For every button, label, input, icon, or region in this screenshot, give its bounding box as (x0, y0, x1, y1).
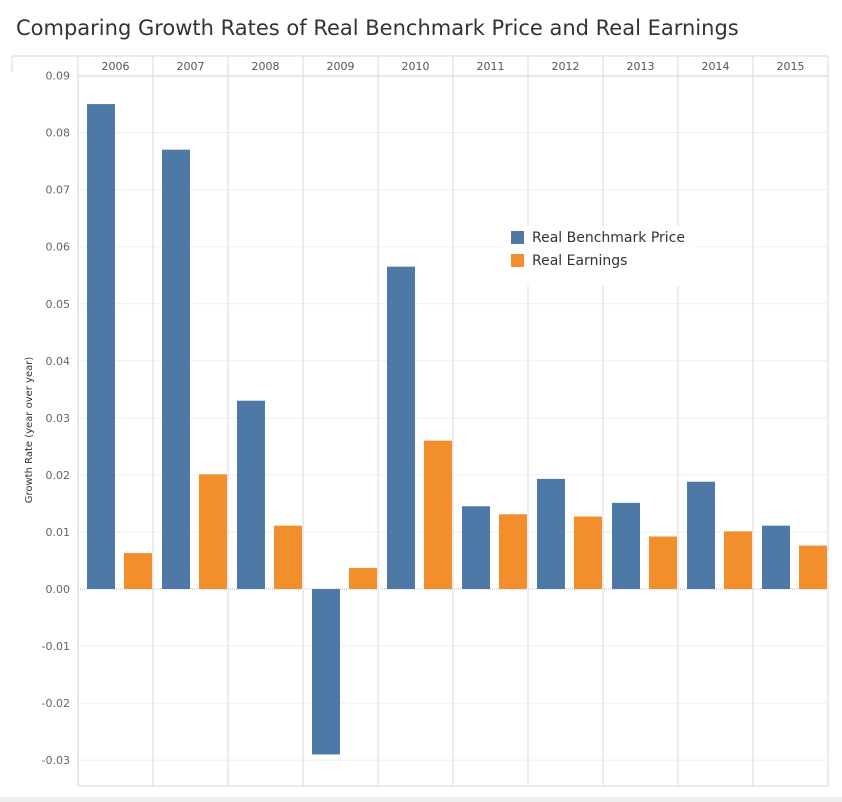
y-tick-label: 0.02 (46, 469, 71, 482)
y-axis-title: Growth Rate (year over year) (24, 357, 35, 504)
bar-real-earnings[interactable] (424, 440, 452, 589)
bar-benchmark-price[interactable] (162, 149, 190, 589)
bar-benchmark-price[interactable] (387, 266, 415, 589)
y-tick-label: 0.04 (46, 355, 71, 368)
bar-real-earnings[interactable] (499, 514, 527, 589)
year-label: 2008 (252, 60, 280, 73)
legend-label-earnings: Real Earnings (532, 252, 628, 269)
year-label: 2012 (552, 60, 580, 73)
bar-real-earnings[interactable] (799, 545, 827, 589)
bar-real-earnings[interactable] (274, 525, 302, 589)
bar-real-earnings[interactable] (124, 553, 152, 589)
bar-benchmark-price[interactable] (237, 400, 265, 589)
y-tick-label: 0.03 (46, 412, 71, 425)
bar-benchmark-price[interactable] (87, 104, 115, 589)
year-label: 2013 (627, 60, 655, 73)
legend-swatch-earnings (511, 254, 524, 267)
year-label: 2010 (402, 60, 430, 73)
year-header: 2006 2007 2008 2009 2010 2011 2012 2013 2014 2015 (11, 55, 828, 77)
year-label: 2007 (177, 60, 205, 73)
year-panel-dividers (77, 56, 829, 787)
y-tick-label: 0.06 (46, 241, 71, 254)
y-tick-label: -0.01 (42, 640, 70, 653)
y-tick-label: -0.03 (42, 754, 70, 767)
year-label: 2011 (477, 60, 505, 73)
bar-real-earnings[interactable] (649, 536, 677, 589)
bar-benchmark-price[interactable] (312, 589, 340, 755)
bar-real-earnings[interactable] (574, 516, 602, 589)
bar-benchmark-price[interactable] (762, 525, 790, 589)
legend: Real Benchmark Price Real Earnings (503, 226, 695, 286)
legend-item-earnings[interactable]: Real Earnings (511, 249, 695, 272)
y-tick-label: 0.09 (46, 70, 71, 83)
year-label: 2006 (102, 60, 130, 73)
bar-real-earnings[interactable] (349, 567, 377, 589)
y-tick-label: 0.07 (46, 184, 71, 197)
bar-real-earnings[interactable] (724, 531, 752, 589)
year-label: 2014 (702, 60, 730, 73)
bar-benchmark-price[interactable] (462, 506, 490, 589)
y-tick-label: 0.00 (46, 583, 71, 596)
bottom-scroll-strip (0, 797, 842, 802)
y-tick-label: 0.05 (46, 298, 71, 311)
bar-real-earnings[interactable] (199, 474, 227, 589)
legend-swatch-benchmark (511, 231, 524, 244)
y-tick-label: 0.01 (46, 526, 71, 539)
bar-benchmark-price[interactable] (612, 502, 640, 589)
year-label: 2009 (327, 60, 355, 73)
year-label: 2015 (777, 60, 805, 73)
bars (87, 104, 827, 755)
y-tick-label: 0.08 (46, 127, 71, 140)
legend-label-benchmark: Real Benchmark Price (532, 229, 685, 246)
bar-benchmark-price[interactable] (687, 481, 715, 589)
y-tick-label: -0.02 (42, 697, 70, 710)
bar-benchmark-price[interactable] (537, 478, 565, 589)
legend-item-benchmark[interactable]: Real Benchmark Price (511, 226, 695, 249)
chart-title: Comparing Growth Rates of Real Benchmark… (16, 16, 739, 40)
y-axis: 0.09 0.08 0.07 0.06 0.05 0.04 0.03 0.02 0.01 0.00… (42, 70, 79, 786)
